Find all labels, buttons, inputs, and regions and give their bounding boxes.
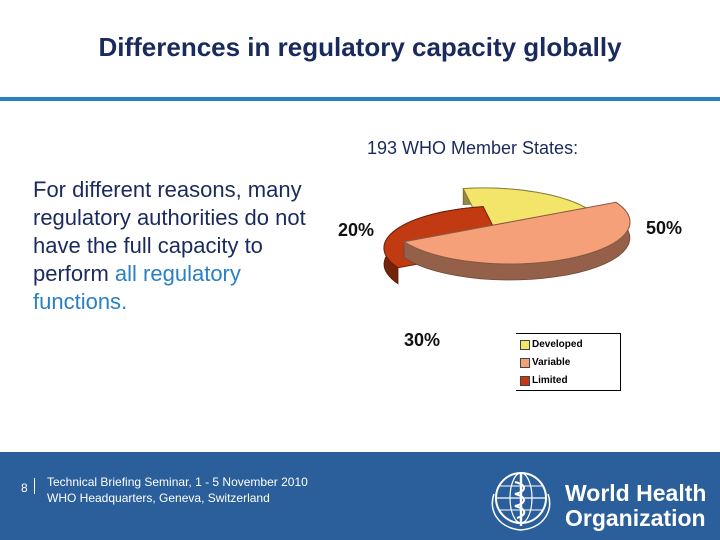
pie-slice-developed <box>462 187 592 231</box>
footer-location-line: WHO Headquarters, Geneva, Switzerland <box>47 491 270 505</box>
chart-subtitle: 193 WHO Member States: <box>367 138 579 158</box>
title-divider <box>0 97 720 101</box>
legend-item-developed: Developed <box>520 338 583 351</box>
legend-swatch-developed <box>520 340 530 350</box>
legend-label-limited: Limited <box>532 375 568 386</box>
legend-label-variable: Variable <box>532 357 571 368</box>
pie-slice-top-developed <box>462 187 592 231</box>
slide-title: Differences in regulatory capacity globa… <box>98 32 622 62</box>
pie-slice-variable <box>402 201 631 281</box>
who-name-line2: Organization <box>565 505 706 531</box>
legend-item-variable: Variable <box>520 356 571 369</box>
legend-swatch-limited <box>520 376 530 386</box>
body-text-period: . <box>121 289 128 314</box>
who-emblem-icon <box>491 472 551 531</box>
legend-label-developed: Developed <box>532 339 583 350</box>
footer-bar <box>0 452 720 540</box>
data-label-developed: 20% <box>338 220 375 240</box>
body-text: For different reasons, many regulatory a… <box>33 176 333 316</box>
footer-event-line: Technical Briefing Seminar, 1 - 5 Novemb… <box>47 475 308 489</box>
who-name-line1: World Health <box>565 480 707 506</box>
chart-legend: Developed Variable Limited <box>516 333 621 391</box>
pie-chart <box>383 187 631 285</box>
page-number: 8 <box>21 481 28 495</box>
body-text-main: For different reasons, many regulatory a… <box>33 177 306 286</box>
who-name: World Health Organization <box>565 481 706 531</box>
data-label-limited: 30% <box>404 330 441 350</box>
pie-slice-top-variable <box>402 201 631 265</box>
page-number-separator <box>34 478 35 494</box>
data-label-variable: 50% <box>646 218 683 238</box>
body-text-highlight: all regulatory functions <box>33 261 241 314</box>
legend-item-limited: Limited <box>520 374 568 387</box>
legend-swatch-variable <box>520 358 530 368</box>
